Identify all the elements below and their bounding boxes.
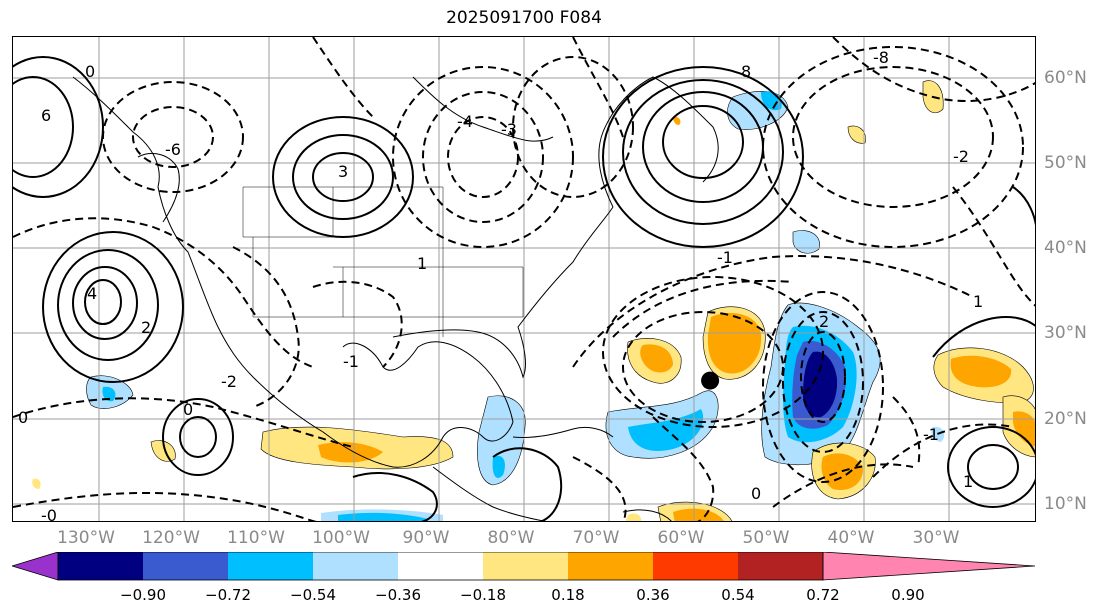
lat-label: 40°N [1044,238,1087,258]
contour-label: -6 [165,140,181,159]
contour-label-group: 6 -6 0 1 -1 2 -2 3 -3 4 -4 8 -8 0 -1 2 0… [18,48,983,522]
contours-positive [13,56,1035,521]
colorbar-cell [568,552,653,580]
colorbar-cell [58,552,143,580]
colorbar-tick: −0.90 [120,586,166,604]
contour-label: 2 [141,318,151,337]
contour-label: -1 [343,352,359,371]
colorbar [12,552,1036,581]
lat-label: 10°N [1044,494,1087,514]
colorbar-cell [398,552,483,580]
lon-label: 90°W [402,528,450,548]
colorbar-tick: 0.90 [891,586,925,604]
colorbar-tick: −0.54 [290,586,336,604]
colorbar-cell [738,552,823,580]
contour-label: -0 [41,506,57,522]
contour-label: -1 [717,248,733,267]
lat-label: 20°N [1044,409,1087,429]
contour-label: -3 [501,120,517,139]
contour-label: 4 [87,284,97,303]
colorbar-tick: −0.18 [460,586,506,604]
colorbar-cell [483,552,568,580]
colorbar-cell [653,552,738,580]
colorbar-tick: 0.54 [721,586,755,604]
contour-label: -2 [221,372,237,391]
coastlines [72,76,719,521]
lon-label: 130°W [57,528,115,548]
contour-label: 0 [183,400,193,419]
contour-label: 8 [741,62,751,81]
contour-label: 3 [338,162,348,181]
contour-label: -4 [457,112,473,131]
lat-label: 30°N [1044,323,1087,343]
storm-center-marker[interactable] [701,371,720,390]
contour-label: 0 [85,62,95,81]
lon-label: 30°W [912,528,960,548]
contour-label: 2 [819,312,829,331]
colorbar-tick: 0.18 [551,586,585,604]
lon-label: 50°W [742,528,790,548]
contour-label: -8 [873,48,889,67]
lat-label: 50°N [1044,153,1087,173]
lon-label: 60°W [657,528,705,548]
contour-label: -1 [923,425,939,444]
contour-label: 1 [973,292,983,311]
colorbar-extend-low [12,552,59,581]
lon-label: 70°W [572,528,620,548]
contour-label: 6 [41,106,51,125]
contours-negative [13,37,1035,521]
colorbar-cell [143,552,228,580]
map-title: 2025091700 F084 [446,8,602,28]
colorbar-cell [228,552,313,580]
colorbar-cell [313,552,398,580]
lat-label: 60°N [1044,68,1087,88]
colorbar-frame [57,552,824,581]
contour-label: 0 [751,484,761,503]
lon-label: 100°W [312,528,370,548]
colorbar-extend-high [822,552,1036,581]
colorbar-tick: 0.72 [806,586,840,604]
contour-label: 1 [963,472,973,491]
map-canvas: 6 -6 0 1 -1 2 -2 3 -3 4 -4 8 -8 0 -1 2 0… [13,37,1035,522]
colorbar-tick: 0.36 [636,586,670,604]
contour-label: 1 [417,254,427,273]
lon-label: 110°W [227,528,285,548]
lon-label: 80°W [487,528,535,548]
contour-label: 0 [18,408,28,427]
contour-label: -2 [953,147,969,166]
map-panel[interactable]: 6 -6 0 1 -1 2 -2 3 -3 4 -4 8 -8 0 -1 2 0… [12,36,1036,522]
lon-label: 120°W [142,528,200,548]
colorbar-tick: −0.36 [375,586,421,604]
colorbar-tick: −0.72 [205,586,251,604]
lon-label: 40°W [827,528,875,548]
